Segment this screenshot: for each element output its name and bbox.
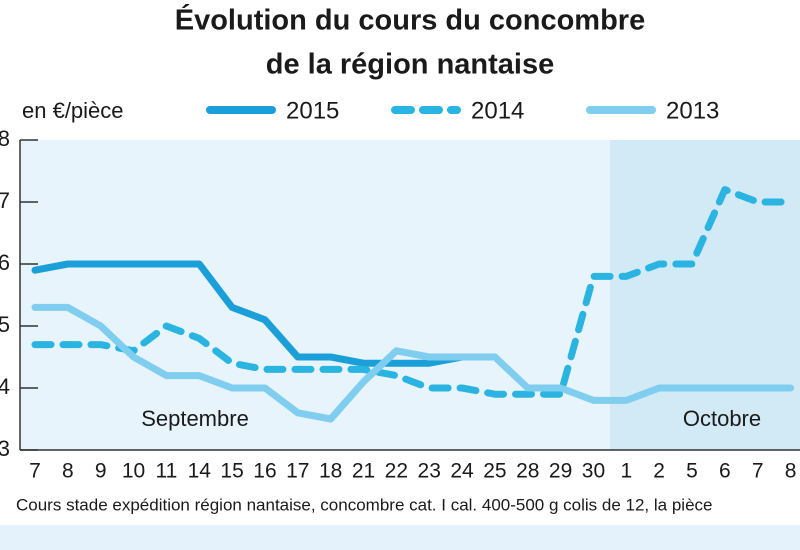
- x-tick-label: 29: [549, 460, 572, 483]
- y-tick-label: 4: [0, 374, 10, 399]
- series-line: [31, 260, 499, 367]
- x-tick-label: 22: [385, 460, 408, 483]
- y-tick-label: 7: [0, 188, 10, 213]
- legend-label: 2014: [471, 97, 524, 124]
- series-line: [31, 186, 795, 398]
- series-line: [31, 303, 795, 423]
- footnote: Cours stade expédition région nantaise, …: [16, 495, 712, 514]
- x-tick-label: 9: [95, 460, 107, 483]
- x-tick-label: 15: [220, 460, 243, 483]
- x-tick-label: 30: [582, 460, 605, 483]
- x-tick-label: 16: [253, 460, 276, 483]
- x-tick-label: 2: [653, 460, 665, 483]
- x-tick-label: 24: [450, 460, 474, 483]
- x-tick-label: 21: [352, 460, 375, 483]
- x-tick-label: 11: [155, 460, 177, 483]
- x-tick-label: 17: [286, 460, 309, 483]
- x-tick-label: 7: [752, 460, 764, 483]
- x-tick-label: 10: [122, 460, 145, 483]
- chart-title: de la région nantaise: [266, 49, 554, 81]
- x-tick-label: 8: [785, 460, 797, 483]
- bottom-band: [0, 525, 800, 550]
- x-tick-label: 28: [516, 460, 539, 483]
- x-tick-label: 6: [719, 460, 731, 483]
- legend-label: 2013: [666, 97, 719, 124]
- y-axis-label: en €/pièce: [22, 98, 124, 123]
- x-tick-label: 23: [418, 460, 441, 483]
- x-tick-label: 8: [62, 460, 74, 483]
- y-tick-label: 8: [0, 126, 10, 151]
- y-tick-label: 3: [0, 436, 10, 461]
- october-background: [610, 140, 800, 450]
- x-tick-label: 5: [686, 460, 698, 483]
- month-label: Octobre: [683, 406, 761, 431]
- x-tick-label: 7: [29, 460, 41, 483]
- chart-title: Évolution du cours du concombre: [175, 3, 645, 37]
- x-tick-label: 25: [483, 460, 506, 483]
- y-tick-label: 6: [0, 250, 10, 275]
- x-tick-label: 18: [319, 460, 342, 483]
- y-tick-label: 5: [0, 312, 10, 337]
- x-tick-label: 14: [188, 460, 212, 483]
- month-label: Septembre: [141, 406, 249, 431]
- x-tick-label: 1: [620, 460, 632, 483]
- legend-label: 2015: [286, 97, 339, 124]
